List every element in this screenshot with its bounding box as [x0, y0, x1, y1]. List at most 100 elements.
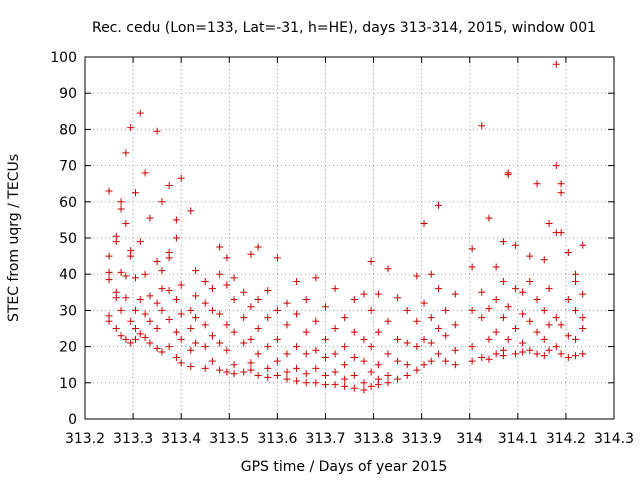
- data-point: [136, 330, 144, 338]
- data-point: [384, 379, 392, 387]
- data-point: [492, 263, 500, 271]
- data-point: [360, 335, 368, 343]
- data-point: [420, 220, 428, 228]
- data-point: [374, 361, 382, 369]
- data-point: [112, 238, 120, 246]
- data-point: [177, 359, 185, 367]
- data-point: [254, 350, 262, 358]
- data-point: [172, 296, 180, 304]
- data-point: [136, 296, 144, 304]
- data-point: [312, 317, 320, 325]
- data-point: [499, 277, 507, 285]
- data-point: [136, 238, 144, 246]
- data-point: [321, 303, 329, 311]
- data-point: [293, 310, 301, 318]
- data-point: [201, 299, 209, 307]
- data-point: [533, 328, 541, 336]
- data-point: [321, 335, 329, 343]
- data-point: [158, 267, 166, 275]
- data-point: [360, 386, 368, 394]
- data-point: [283, 299, 291, 307]
- data-point: [557, 180, 565, 188]
- data-point: [247, 250, 255, 258]
- data-point: [247, 303, 255, 311]
- y-tick-label: 60: [59, 195, 77, 211]
- data-point: [122, 220, 130, 228]
- data-point: [131, 189, 139, 197]
- data-point: [112, 325, 120, 332]
- data-point: [367, 343, 375, 351]
- data-point: [579, 350, 587, 358]
- data-point: [427, 357, 435, 365]
- data-point: [403, 339, 411, 347]
- x-tick-label: 313.9: [402, 431, 442, 447]
- data-point: [321, 353, 329, 361]
- data-point: [572, 277, 580, 285]
- data-point: [413, 366, 421, 374]
- data-point: [552, 314, 560, 322]
- data-point: [545, 220, 553, 228]
- data-point: [127, 339, 135, 347]
- data-point: [451, 290, 459, 298]
- x-tick-label: 314.1: [498, 431, 538, 447]
- data-point: [247, 366, 255, 374]
- data-point: [177, 174, 185, 182]
- data-point: [557, 350, 565, 358]
- data-point: [283, 375, 291, 383]
- data-point: [264, 343, 272, 351]
- data-point: [127, 317, 135, 325]
- data-point: [153, 299, 161, 307]
- data-point: [201, 364, 209, 372]
- data-point: [264, 286, 272, 294]
- data-point: [420, 361, 428, 369]
- data-point: [420, 299, 428, 307]
- data-point: [434, 325, 442, 332]
- data-point: [533, 296, 541, 304]
- x-tick-label: 313.3: [113, 431, 153, 447]
- data-point: [331, 350, 339, 358]
- data-point: [403, 306, 411, 314]
- data-point: [434, 285, 442, 293]
- data-point: [564, 248, 572, 256]
- data-point: [153, 127, 161, 135]
- data-point: [442, 332, 450, 340]
- data-point: [451, 346, 459, 354]
- data-point: [146, 317, 154, 325]
- data-point: [273, 372, 281, 380]
- data-point: [468, 245, 476, 253]
- data-point: [374, 290, 382, 298]
- data-point: [394, 335, 402, 343]
- data-point: [201, 321, 209, 329]
- data-point: [105, 317, 113, 325]
- data-point: [177, 281, 185, 289]
- data-point: [572, 270, 580, 278]
- data-point: [136, 109, 144, 117]
- data-point: [192, 292, 200, 300]
- data-point: [187, 306, 195, 314]
- data-point: [572, 306, 580, 314]
- data-point: [192, 339, 200, 347]
- data-point: [208, 332, 216, 340]
- data-point: [321, 381, 329, 389]
- data-point: [223, 254, 231, 262]
- data-point: [485, 335, 493, 343]
- data-point: [273, 357, 281, 365]
- data-point: [420, 335, 428, 343]
- data-point: [511, 285, 519, 293]
- data-point: [208, 357, 216, 365]
- data-point: [519, 339, 527, 347]
- data-point: [519, 348, 527, 356]
- y-axis-label: STEC from uqrg / TECUs: [6, 154, 22, 322]
- data-point: [192, 314, 200, 322]
- chart-title: Rec. cedu (Lon=133, Lat=-31, h=HE), days…: [92, 20, 596, 36]
- data-point: [187, 363, 195, 371]
- data-point: [526, 346, 534, 354]
- data-point: [247, 359, 255, 367]
- data-point: [254, 372, 262, 380]
- data-point: [192, 267, 200, 275]
- data-point: [105, 268, 113, 276]
- data-point: [540, 256, 548, 264]
- data-point: [127, 252, 135, 260]
- data-point: [141, 310, 149, 318]
